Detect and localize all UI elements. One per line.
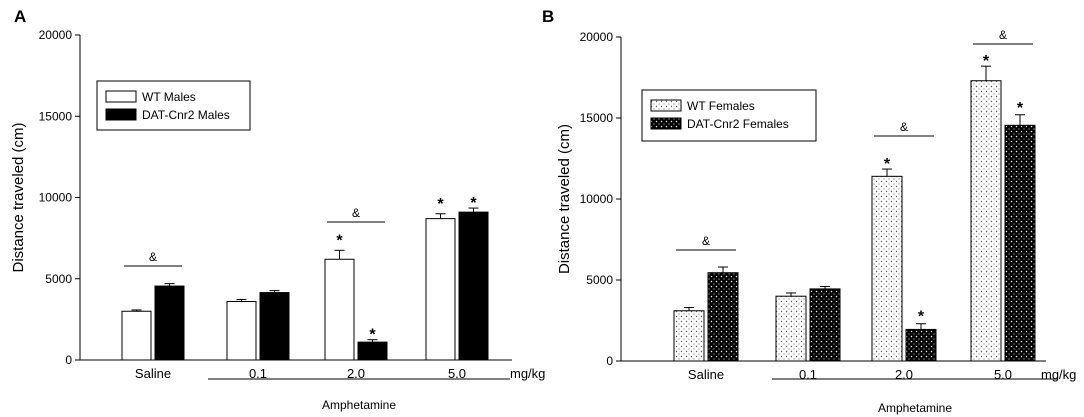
bar (259, 292, 290, 361)
y-tick-label: 5000 (45, 272, 72, 286)
significance-star: * (369, 327, 376, 344)
panel-label: B (542, 7, 554, 26)
legend-swatch (105, 90, 137, 103)
comparison-ampersand: & (999, 28, 1007, 42)
bar (121, 310, 152, 361)
bar (673, 310, 705, 362)
bar (458, 211, 489, 361)
bar (707, 272, 739, 362)
panel-b: B 0 5000 10000 15000 20000 Distance traveled (… (542, 7, 1076, 415)
bar (425, 218, 456, 361)
panel-label: A (14, 7, 26, 26)
x-unit-label: mg/kg (510, 366, 545, 381)
y-tick-label: 5000 (586, 273, 613, 287)
panel-a: A 0 5000 10000 15000 20000 Distance traveled (… (10, 7, 545, 412)
significance-star: * (884, 156, 891, 173)
legend-label: DAT-Cnr2 Males (142, 108, 230, 122)
x-tick-label: 0.1 (249, 366, 267, 381)
bar (871, 175, 903, 362)
legend-label: WT Females (687, 99, 755, 113)
comparison-ampersand: & (149, 250, 157, 264)
bar (775, 295, 807, 362)
y-tick-label: 10000 (580, 192, 614, 206)
bar (809, 288, 841, 362)
y-tick-label: 15000 (39, 109, 73, 123)
y-axis-title: Distance traveled (cm) (556, 124, 573, 274)
legend-swatch (650, 99, 682, 112)
x-tick-label: 2.0 (347, 366, 365, 381)
y-tick-label: 0 (65, 353, 72, 367)
x-tick-label: Saline (135, 366, 171, 381)
bar (226, 301, 257, 361)
legend-swatch (650, 117, 682, 130)
significance-star: * (983, 53, 990, 70)
comparison-ampersand: & (702, 234, 710, 248)
bar (324, 258, 355, 361)
x-tick-label: 2.0 (895, 367, 913, 382)
bar (357, 341, 388, 361)
y-tick-label: 10000 (39, 191, 73, 205)
y-tick-label: 20000 (39, 28, 73, 42)
comparison-ampersand: & (352, 206, 360, 220)
significance-star: * (918, 309, 925, 326)
legend-swatch (105, 108, 137, 121)
bar (970, 80, 1002, 362)
legend-box (96, 80, 251, 131)
x-unit-label: mg/kg (1041, 367, 1076, 382)
x-tick-label: 5.0 (994, 367, 1012, 382)
y-tick-label: 20000 (580, 30, 614, 44)
y-tick-label: 0 (606, 354, 613, 368)
significance-star: * (1017, 100, 1024, 117)
group-label: Amphetamine (322, 398, 396, 412)
legend-label: DAT-Cnr2 Females (687, 117, 789, 131)
y-tick-label: 15000 (580, 111, 614, 125)
x-tick-label: Saline (688, 367, 724, 382)
significance-star: * (437, 196, 444, 213)
comparison-ampersand: & (900, 120, 908, 134)
bar (1004, 124, 1036, 362)
y-axis-title: Distance traveled (cm) (10, 122, 27, 272)
legend-label: WT Males (142, 90, 196, 104)
significance-star: * (336, 232, 343, 249)
group-label: Amphetamine (878, 401, 952, 415)
significance-star: * (470, 195, 477, 212)
bar (905, 328, 937, 362)
legend-box (641, 89, 817, 142)
x-tick-label: 5.0 (448, 366, 466, 381)
x-tick-label: 0.1 (799, 367, 817, 382)
bar (154, 285, 185, 361)
